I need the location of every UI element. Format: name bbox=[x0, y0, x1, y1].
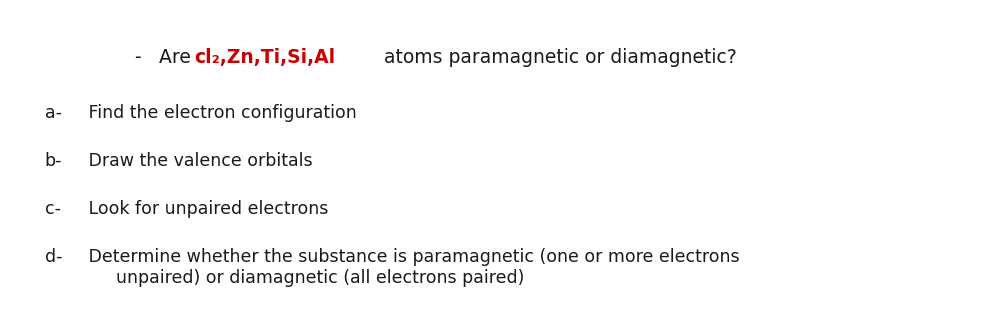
Text: Determine whether the substance is paramagnetic (one or more electrons
      unp: Determine whether the substance is param… bbox=[83, 248, 739, 287]
Text: Are: Are bbox=[159, 48, 197, 67]
Text: a-: a- bbox=[45, 104, 62, 122]
Text: cl₂,Zn,Ti,Si,Al: cl₂,Zn,Ti,Si,Al bbox=[194, 48, 336, 67]
Text: b-: b- bbox=[45, 152, 63, 170]
Text: Look for unpaired electrons: Look for unpaired electrons bbox=[83, 200, 328, 218]
Text: -: - bbox=[134, 48, 141, 67]
Text: d-: d- bbox=[45, 248, 63, 266]
Text: c-: c- bbox=[45, 200, 61, 218]
Text: atoms paramagnetic or diamagnetic?: atoms paramagnetic or diamagnetic? bbox=[378, 48, 737, 67]
Text: Draw the valence orbitals: Draw the valence orbitals bbox=[83, 152, 313, 170]
Text: Find the electron configuration: Find the electron configuration bbox=[83, 104, 357, 122]
